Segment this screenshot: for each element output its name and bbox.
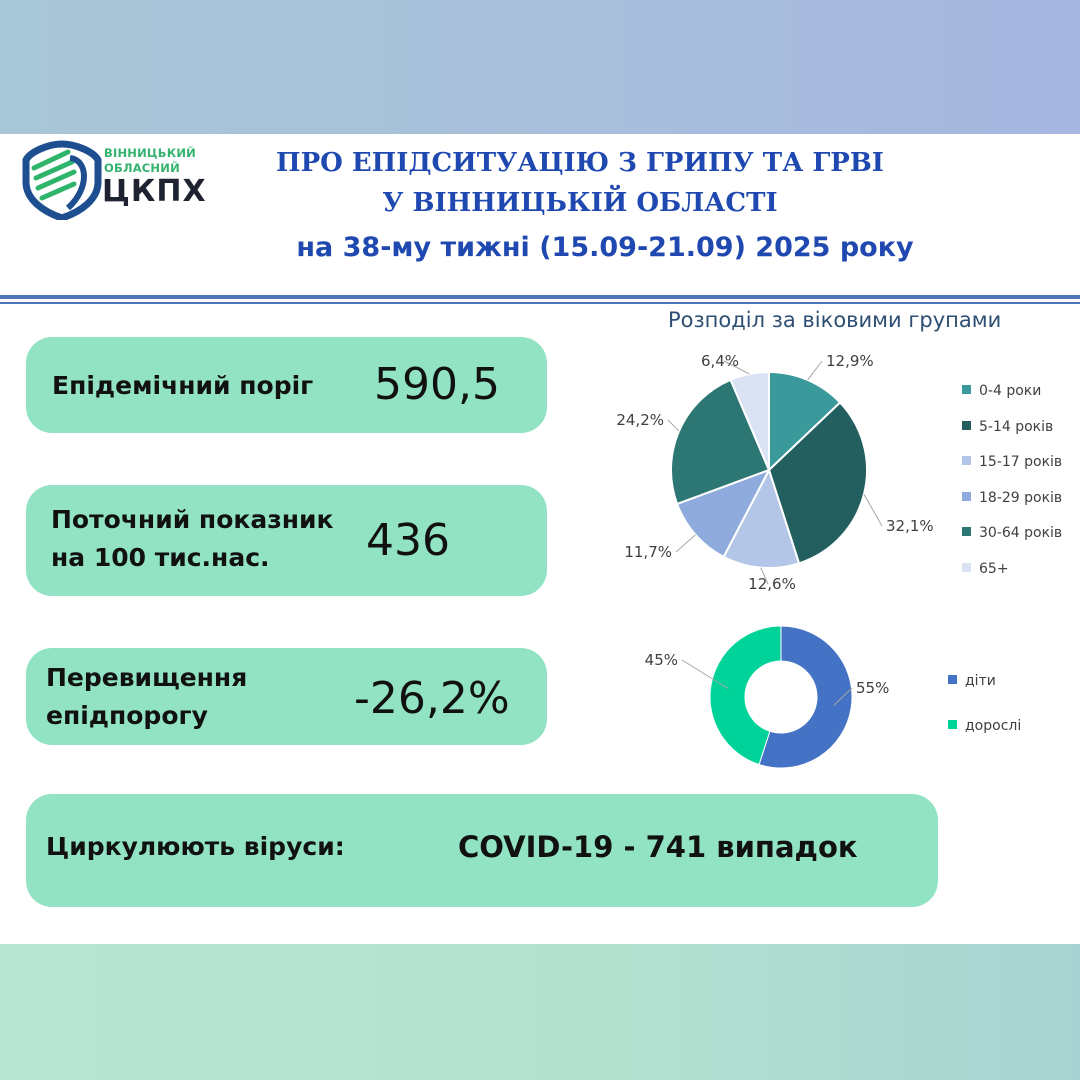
legend-swatch bbox=[962, 562, 971, 572]
pie-data-label-5: 6,4% bbox=[701, 352, 739, 370]
legend-item-age-4: 30-64 років bbox=[962, 525, 1062, 541]
shield-logo-icon bbox=[22, 140, 102, 220]
legend-item-age-0: 0-4 роки bbox=[962, 383, 1041, 399]
pie-data-label-0: 12,9% bbox=[826, 352, 874, 370]
pie-leader-line-0 bbox=[807, 360, 823, 381]
threshold-value: 590,5 bbox=[374, 359, 500, 410]
donut-slice-1 bbox=[709, 625, 782, 766]
excess-card: Перевищення епідпорогу -26,2% bbox=[26, 648, 547, 745]
donut-slice-0 bbox=[758, 625, 853, 769]
pie-data-label-3: 11,7% bbox=[624, 543, 672, 561]
legend-swatch bbox=[962, 456, 971, 465]
legend-swatch bbox=[948, 720, 957, 729]
legend-item-group-0: діти bbox=[948, 673, 996, 689]
excess-label-line2: епідпорогу bbox=[46, 701, 208, 730]
legend-swatch bbox=[962, 491, 971, 501]
donut-leader-line-1 bbox=[681, 659, 729, 690]
legend-swatch bbox=[962, 420, 971, 430]
excess-label-line1: Перевищення bbox=[46, 663, 248, 692]
excess-value: -26,2% bbox=[354, 673, 510, 724]
viruses-card: Циркулюють віруси: COVID-19 - 741 випадо… bbox=[26, 794, 938, 907]
children-adults-donut-chart: 55% 45% bbox=[645, 625, 889, 769]
pie-leader-line-1 bbox=[863, 493, 883, 527]
legend-item-group-1: дорослі bbox=[948, 718, 1021, 734]
legend-label: 65+ bbox=[979, 560, 1009, 577]
viruses-value: COVID-19 - 741 випадок bbox=[458, 830, 858, 864]
threshold-card: Епідемічний поріг 590,5 bbox=[26, 337, 547, 433]
pie-data-label-1: 32,1% bbox=[886, 517, 934, 535]
current-indicator-label-line2: на 100 тис.нас. bbox=[51, 543, 270, 572]
current-indicator-label-line1: Поточний показник bbox=[51, 505, 334, 534]
legend-label: дорослі bbox=[965, 718, 1022, 734]
excess-label: Перевищення епідпорогу bbox=[46, 659, 247, 735]
legend-swatch bbox=[962, 527, 971, 536]
legend-label: 15-17 років bbox=[979, 454, 1063, 470]
legend-item-age-1: 5-14 років bbox=[962, 419, 1053, 435]
legend-item-age-5: 65+ bbox=[962, 561, 1009, 577]
legend-label: діти bbox=[965, 673, 996, 689]
legend-label: 0-4 роки bbox=[979, 383, 1042, 399]
header-divider bbox=[0, 295, 1080, 299]
page-title-line1: ПРО ЕПІДСИТУАЦІЮ З ГРИПУ ТА ГРВІ bbox=[276, 148, 884, 178]
threshold-label: Епідемічний поріг bbox=[52, 371, 314, 400]
pie-slice-4 bbox=[670, 378, 771, 506]
legend-swatch bbox=[962, 385, 971, 394]
donut-data-label-0: 55% bbox=[856, 679, 889, 697]
age-chart-title: Розподіл за віковими групами bbox=[668, 308, 1002, 332]
legend-swatch bbox=[948, 675, 957, 684]
pie-leader-line-4 bbox=[667, 419, 680, 432]
pie-leader-line-5 bbox=[723, 360, 750, 375]
logo-caption-line2: ОБЛАСНИЙ bbox=[104, 161, 180, 175]
legend-item-age-3: 18-29 років bbox=[962, 490, 1062, 506]
pie-slice-5 bbox=[729, 370, 770, 471]
age-pie-chart: 12,9% 32,1% 12,6% 11,7% 24,2% 6,4% bbox=[616, 352, 934, 593]
logo-wordmark: ЦКПХ bbox=[102, 174, 207, 209]
current-indicator-value: 436 bbox=[366, 515, 450, 566]
donut-leader-line-0 bbox=[833, 687, 853, 706]
logo-caption-line1: ВІННИЦЬКИЙ bbox=[104, 146, 197, 160]
viruses-label: Циркулюють віруси: bbox=[46, 832, 345, 861]
logo-caption: ВІННИЦЬКИЙ ОБЛАСНИЙ bbox=[104, 146, 196, 176]
top-gradient-band bbox=[0, 0, 1080, 134]
current-indicator-label: Поточний показник на 100 тис.нас. bbox=[51, 501, 334, 577]
page-subtitle: на 38-му тижні (15.09-21.09) 2025 року bbox=[296, 232, 914, 263]
page-title-line2: У ВІННИЦЬКІЙ ОБЛАСТІ bbox=[382, 188, 778, 218]
current-indicator-card: Поточний показник на 100 тис.нас. 436 bbox=[26, 485, 547, 596]
legend-label: 18-29 років bbox=[979, 489, 1063, 506]
legend-item-age-2: 15-17 років bbox=[962, 454, 1062, 470]
pie-slice-3 bbox=[675, 468, 772, 559]
pie-data-label-4: 24,2% bbox=[616, 411, 664, 429]
legend-label: 5-14 років bbox=[979, 418, 1054, 435]
pie-data-label-2: 12,6% bbox=[748, 575, 796, 593]
donut-data-label-1: 45% bbox=[645, 651, 678, 669]
bottom-gradient-band bbox=[0, 944, 1080, 1080]
pie-leader-line-2 bbox=[760, 567, 769, 585]
pie-leader-line-3 bbox=[675, 534, 696, 553]
header-divider-thin bbox=[0, 302, 1080, 304]
legend-label: 30-64 років bbox=[979, 525, 1063, 541]
